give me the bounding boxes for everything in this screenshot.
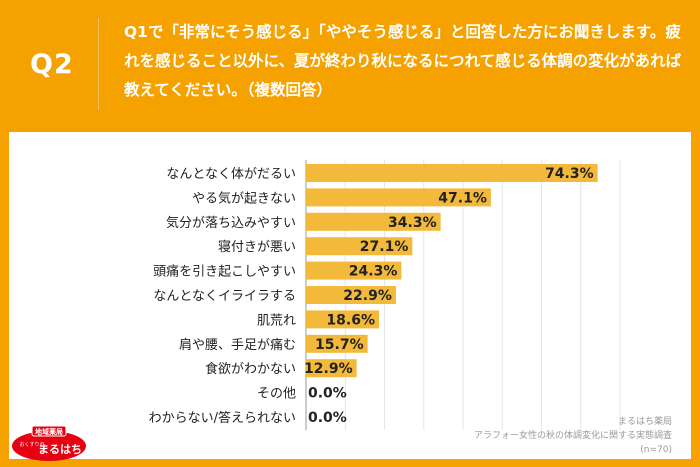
source-sample-size: (n=70) xyxy=(640,445,672,455)
logo-main-text: まるはち xyxy=(38,443,82,456)
marupachi-logo: 地域薬局 おくすりの まるはち xyxy=(12,425,86,461)
value-label: 15.7% xyxy=(315,337,364,353)
value-label: 0.0% xyxy=(308,386,347,402)
category-label: 肌荒れ xyxy=(257,313,296,328)
question-number: Q2 xyxy=(30,49,74,80)
category-label: わからない/答えられない xyxy=(149,410,296,426)
question-text: Q1で「非常にそう感じる」「ややそう感じる」と回答した方にお聞きします。疲れを感… xyxy=(124,23,682,99)
value-label: 0.0% xyxy=(308,410,347,426)
bar xyxy=(306,334,368,353)
logo-top-text: 地域薬局 xyxy=(35,427,63,436)
source-org: まるはち薬局 xyxy=(618,415,672,427)
bar xyxy=(306,188,491,207)
category-label: 寝付きが悪い xyxy=(218,239,296,255)
bar xyxy=(306,359,357,378)
category-label: 気分が落ち込みやすい xyxy=(166,215,296,231)
logo-sub-text: おくすりの xyxy=(19,441,44,448)
category-label: なんとなく体がだるい xyxy=(166,167,296,182)
category-label: 頭痛を引き起こしやすい xyxy=(153,264,296,280)
bar xyxy=(306,286,396,304)
category-label: その他 xyxy=(257,387,296,402)
category-label: 肩や腰、手足が痛む xyxy=(179,337,296,353)
category-label: やる気が起きない xyxy=(192,190,296,206)
source-title: アラフォー女性の秋の体調変化に関する実態調査 xyxy=(474,429,672,441)
value-label: 47.1% xyxy=(438,190,487,206)
bar xyxy=(306,310,380,329)
bar xyxy=(306,237,413,256)
category-label: なんとなくイライラする xyxy=(153,289,296,304)
value-label: 24.3% xyxy=(349,264,398,280)
header: Q2 Q1で「非常にそう感じる」「ややそう感じる」と回答した方にお聞きします。疲… xyxy=(0,0,700,123)
value-label: 34.3% xyxy=(388,215,437,231)
bar xyxy=(306,261,402,280)
value-label: 18.6% xyxy=(326,312,375,328)
value-label: 74.3% xyxy=(545,166,594,182)
value-label: 22.9% xyxy=(343,288,392,304)
bar xyxy=(306,212,441,231)
category-label: 食欲がわかない xyxy=(205,361,296,377)
bar xyxy=(306,164,598,182)
value-label: 27.1% xyxy=(360,239,409,255)
header-divider xyxy=(98,18,99,110)
value-label: 12.9% xyxy=(304,361,353,377)
